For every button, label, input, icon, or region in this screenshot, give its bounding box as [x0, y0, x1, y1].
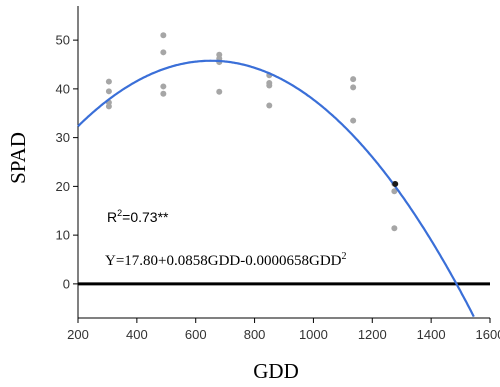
y-tick-label: 20: [56, 179, 70, 194]
x-tick-label: 800: [244, 327, 266, 342]
data-point: [216, 88, 223, 95]
y-tick-label: 30: [56, 130, 70, 145]
highlighted-data-point: [392, 180, 399, 187]
r-squared-annotation: R2=0.73**: [107, 208, 169, 225]
data-point: [105, 103, 112, 110]
data-point: [105, 78, 112, 85]
x-tick-label: 1400: [417, 327, 446, 342]
data-point: [350, 84, 357, 91]
data-point: [160, 90, 167, 97]
equation-annotation: Y=17.80+0.0858GDD-0.0000658GDD2: [105, 251, 347, 269]
data-point: [266, 102, 273, 109]
y-tick-label: 40: [56, 81, 70, 96]
y-axis-ticks: 0 10 20 30 40 50: [56, 33, 78, 291]
data-point: [160, 32, 167, 39]
y-tick-label: 10: [56, 228, 70, 243]
x-tick-label: 600: [185, 327, 207, 342]
data-point: [391, 225, 398, 232]
x-tick-label: 1600: [476, 327, 500, 342]
data-point: [105, 88, 112, 95]
x-tick-label: 200: [67, 327, 89, 342]
data-point: [160, 49, 167, 56]
y-tick-label: 50: [56, 33, 70, 48]
data-point: [391, 188, 398, 195]
x-tick-label: 1000: [299, 327, 328, 342]
data-point: [350, 76, 357, 83]
data-point: [160, 83, 167, 90]
plot-frame: [77, 6, 490, 319]
x-axis-title: GDD: [253, 359, 299, 383]
data-points: [105, 32, 398, 232]
data-point: [350, 117, 357, 124]
x-tick-label: 400: [126, 327, 148, 342]
y-axis-title: SPAD: [6, 132, 30, 184]
x-axis-ticks: 200 400 600 800 1000 1200 1400 1600: [67, 318, 500, 342]
data-point: [266, 82, 273, 89]
regression-curve: [77, 59, 475, 318]
y-tick-label: 0: [63, 276, 70, 291]
x-tick-label: 1200: [358, 327, 387, 342]
